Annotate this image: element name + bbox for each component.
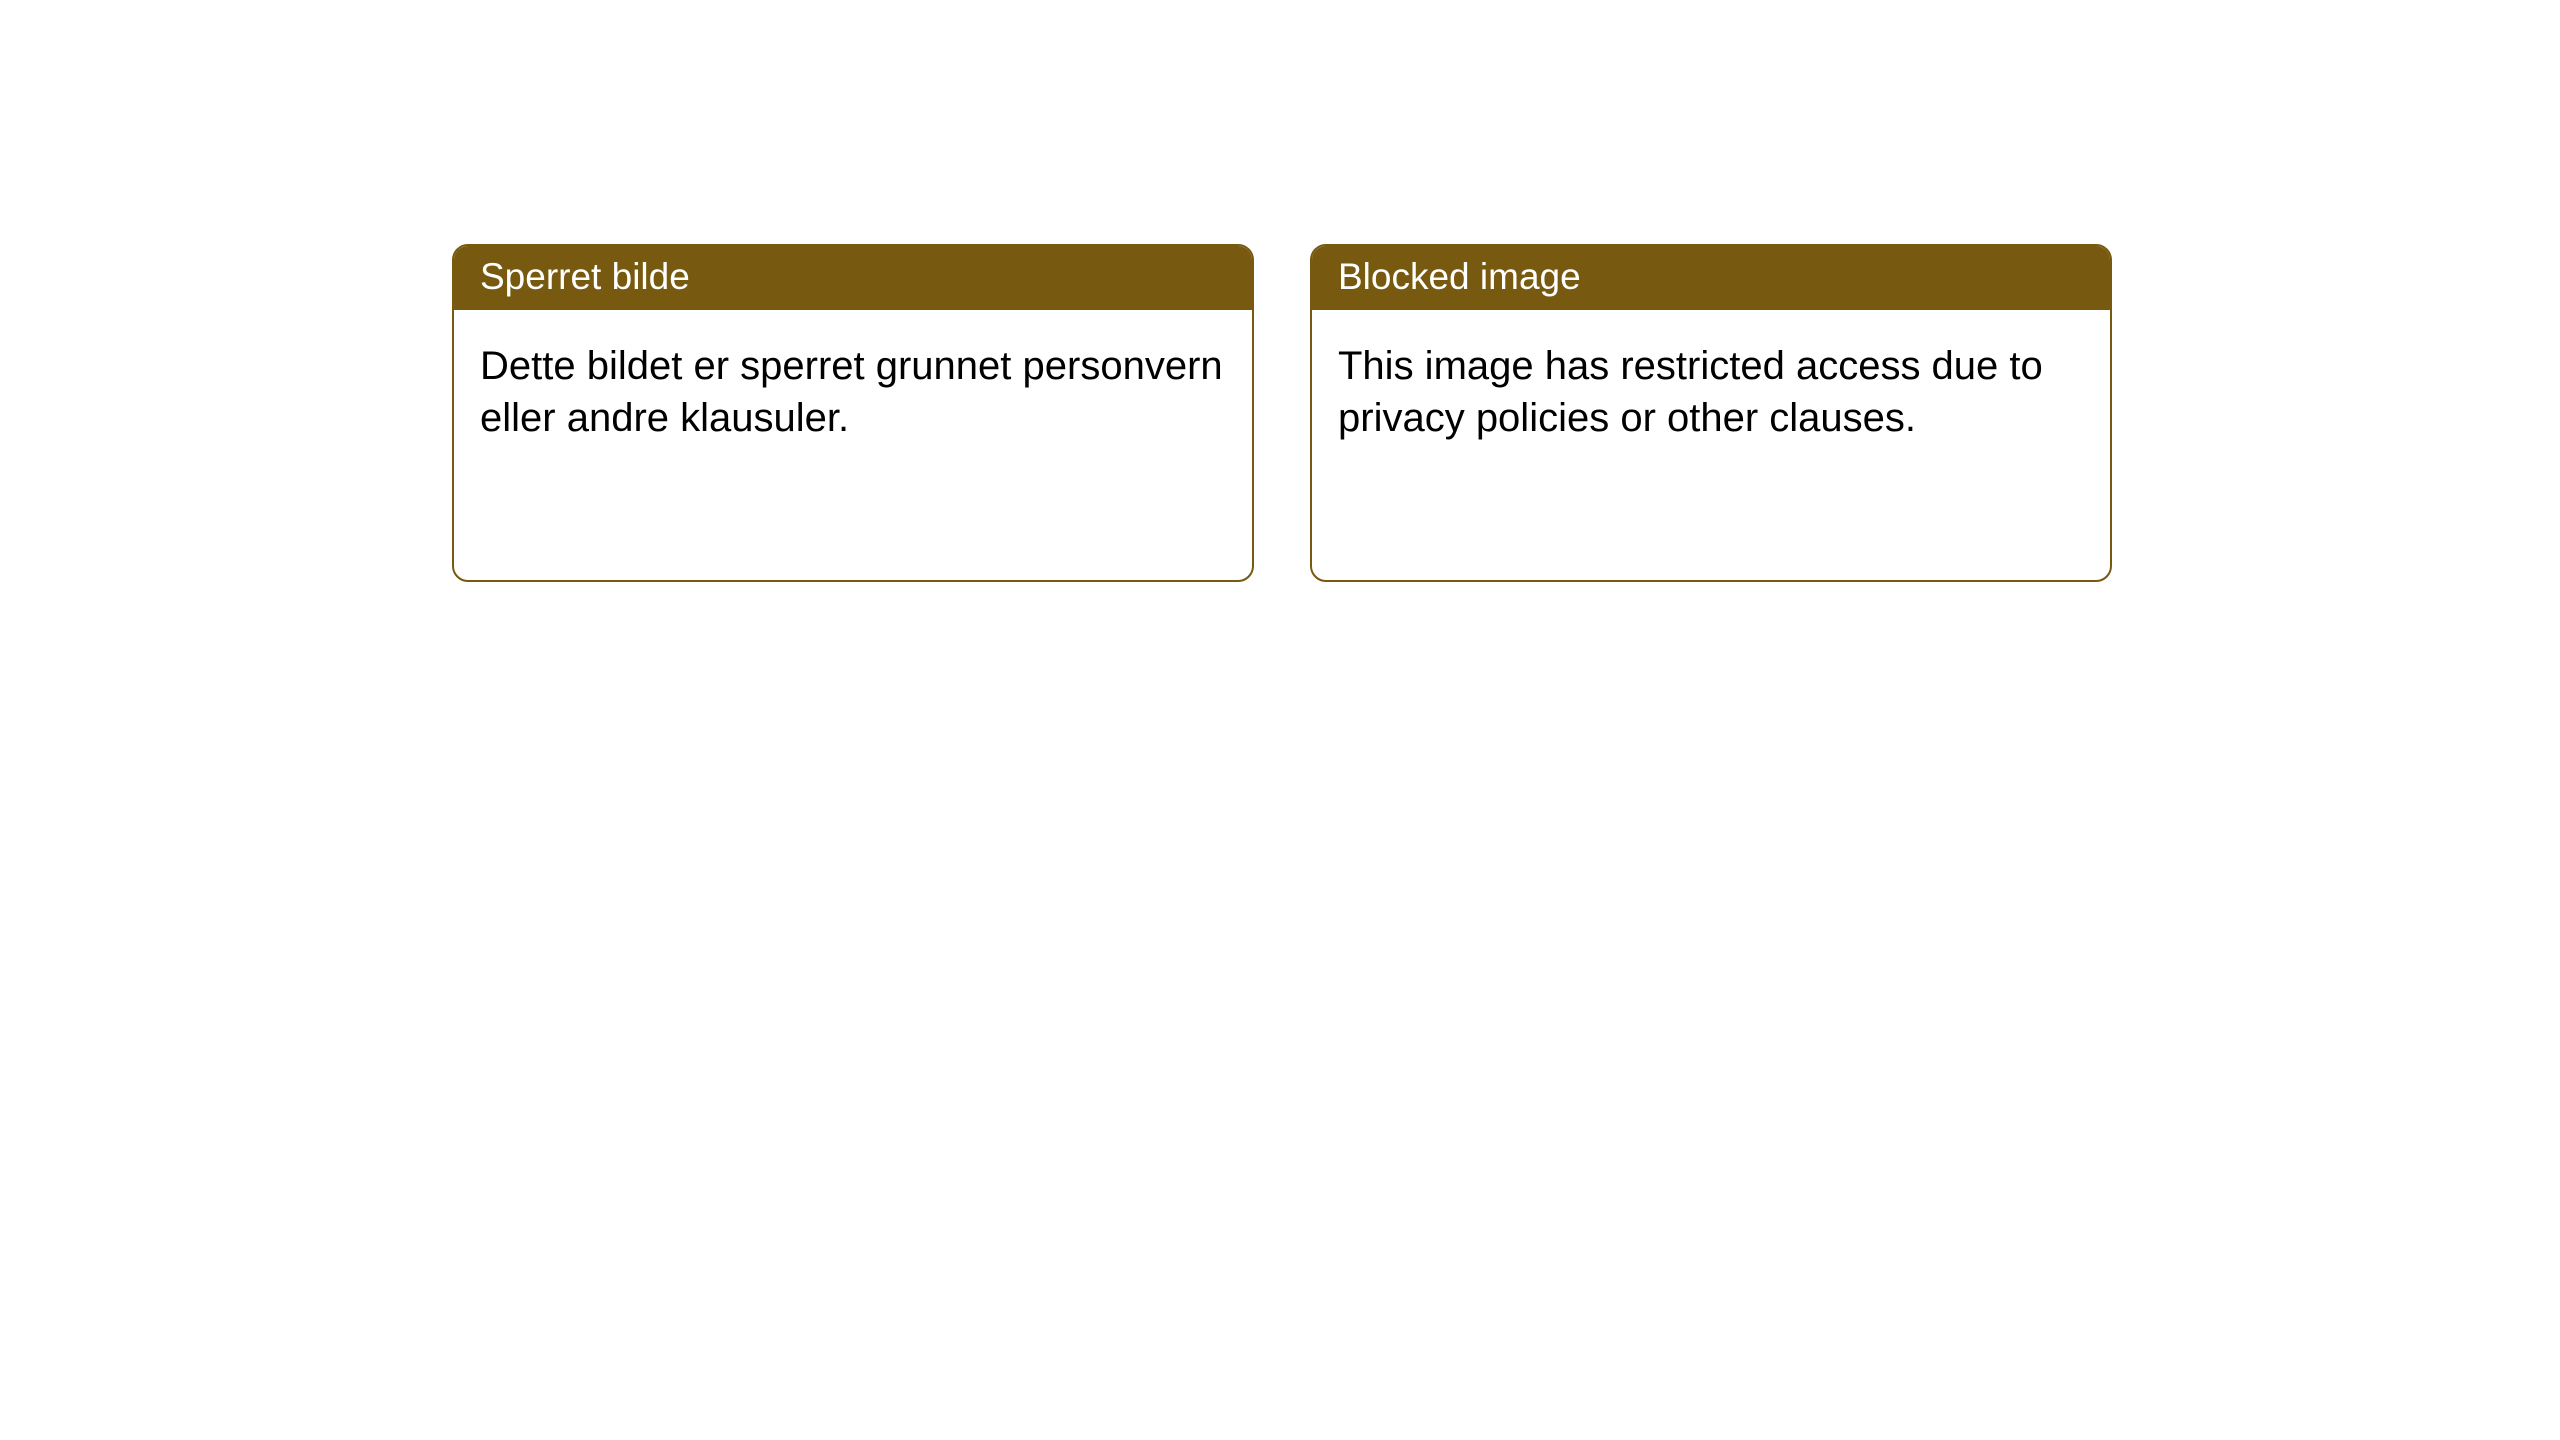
notice-card-norwegian: Sperret bilde Dette bildet er sperret gr… — [452, 244, 1254, 582]
notice-body: Dette bildet er sperret grunnet personve… — [454, 310, 1252, 580]
notice-card-english: Blocked image This image has restricted … — [1310, 244, 2112, 582]
notice-header: Sperret bilde — [454, 246, 1252, 310]
notice-body-text: This image has restricted access due to … — [1338, 340, 2084, 444]
notice-header-text: Sperret bilde — [480, 256, 690, 297]
notice-body-text: Dette bildet er sperret grunnet personve… — [480, 340, 1226, 444]
notice-header: Blocked image — [1312, 246, 2110, 310]
notice-body: This image has restricted access due to … — [1312, 310, 2110, 580]
notice-container: Sperret bilde Dette bildet er sperret gr… — [452, 244, 2112, 582]
notice-header-text: Blocked image — [1338, 256, 1581, 297]
